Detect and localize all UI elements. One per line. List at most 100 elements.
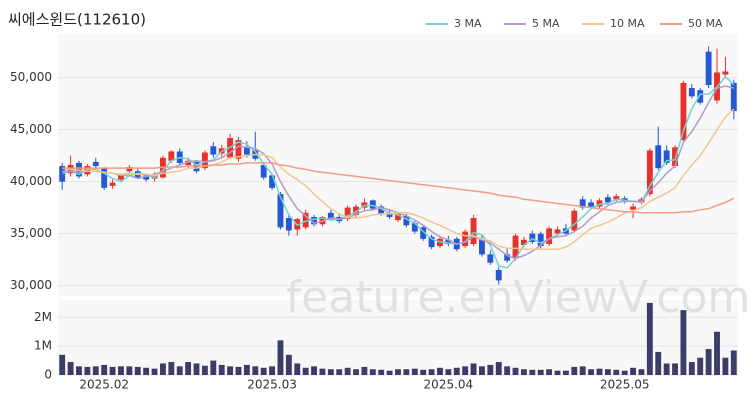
volume-bar [143,367,150,375]
volume-bar [302,367,309,375]
volume-bar [512,367,519,375]
volume-bar [462,366,469,375]
volume-bar [621,370,628,375]
chart-title: 씨에스윈드(112610) [8,11,146,29]
x-tick-label: 2025.04 [424,378,474,392]
candle-body [688,88,695,97]
volume-bar [638,369,645,375]
candle-body [730,82,737,111]
candle-body [302,212,309,228]
candle-body [344,207,351,220]
volume-bar [420,369,427,375]
candle-body [470,218,477,245]
volume-bar [151,368,158,375]
candle-body [151,174,158,179]
volume-bar [655,351,662,375]
candle-body [722,71,729,75]
volume-bar [663,363,670,375]
candle-body [327,212,334,219]
candle-body [311,216,317,225]
volume-bar [403,369,410,375]
y-tick-label: 30,000 [10,278,52,292]
volume-bar [168,362,175,375]
volume-bar [193,363,200,375]
candle-body [395,213,401,221]
volume-bar [319,368,326,375]
volume-bar [730,350,737,375]
candle-body [705,51,712,85]
volume-bar [520,369,527,375]
volume-bar [336,369,343,375]
ma-line [62,108,735,250]
volume-bar [59,354,66,375]
candle-body [420,227,427,239]
candle-body [403,215,410,226]
volume-bar [596,368,603,375]
y-tick-label: 50,000 [10,70,52,84]
ma-line [62,75,735,269]
candle-body [445,239,452,245]
candle-body [479,238,485,255]
candle-body [277,194,284,228]
ma-line [62,162,735,214]
volume-bar [353,369,359,375]
volume-bar [311,366,317,375]
y-tick-label: 1M [34,339,52,353]
volume-bar [269,366,276,375]
candle-body [579,199,586,208]
volume-bar [604,369,611,375]
candle-body [353,206,359,215]
volume-bar [445,369,452,375]
volume-bar [672,363,678,375]
volume-bar [428,369,435,375]
candle-body [680,82,687,141]
candle-body [260,165,267,178]
volume-bar [714,331,720,375]
candle-body [537,233,544,247]
volume-bar [126,366,133,375]
volume-bar [344,367,351,375]
volume-bar [697,357,704,375]
volume-bar [504,366,511,375]
volume-bar [294,363,301,375]
volume-bar [134,366,141,375]
volume-bar [411,368,418,375]
volume-bar [277,340,284,375]
volume-bar [76,366,82,375]
candle-body [101,168,108,188]
volume-bar [260,367,267,375]
candle-body [201,152,208,169]
volume-bar [395,369,401,375]
volume-bar [571,366,578,375]
candle-body [554,229,561,234]
legend-label: 50 MA [688,17,723,30]
y-tick-label: 35,000 [10,226,52,240]
legend-label: 3 MA [454,17,482,30]
volume-bar [185,362,192,375]
volume-bar [529,369,536,375]
volume-bar [327,369,334,375]
candle-body [428,236,435,248]
volume-bar [630,367,636,375]
y-tick-label: 40,000 [10,174,52,188]
volume-bar [487,364,494,375]
volume-bar [378,369,385,375]
candle-body [512,235,519,259]
volume-bar [92,366,99,375]
candle-body [655,145,662,169]
candle-body [92,161,99,167]
candle-body [235,140,242,159]
candle-body [546,228,553,245]
volume-bar [210,360,217,375]
x-tick-label: 2025.02 [79,378,129,392]
volume-bar [495,362,502,375]
volume-bar [243,364,250,375]
volume-bar [109,366,116,375]
candle-body [369,200,376,209]
volume-bar [579,366,586,375]
volume-bar [537,369,544,375]
volume-bar [470,363,477,375]
volume-bar [680,310,687,375]
candle-body [185,160,192,165]
volume-bar [386,370,393,375]
